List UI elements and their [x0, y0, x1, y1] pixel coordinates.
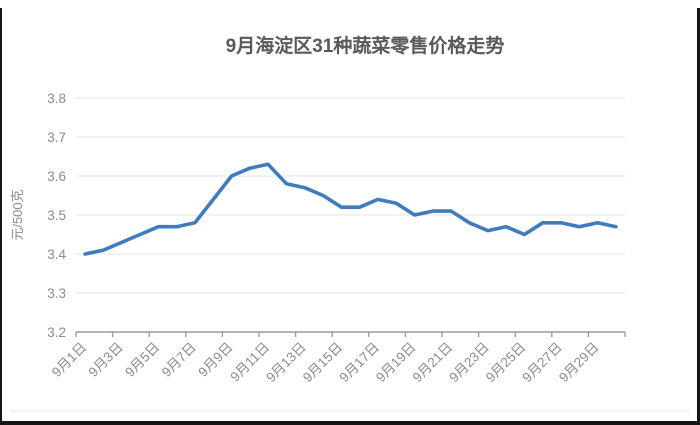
y-tick-label: 3.4	[47, 247, 66, 262]
y-tick-label: 3.6	[47, 169, 66, 184]
y-tick-label: 3.3	[47, 286, 66, 301]
x-tick-label: 9月23日	[446, 340, 492, 386]
y-tick-label: 3.2	[47, 325, 66, 340]
x-tick-label: 9月25日	[483, 340, 529, 386]
x-tick-label: 9月13日	[263, 340, 309, 386]
chart-title: 9月海淀区31种蔬菜零售价格走势	[226, 34, 505, 57]
x-tick-label: 9月1日	[49, 340, 89, 380]
x-tick-label: 9月3日	[86, 340, 126, 380]
x-axis-tick-labels: 9月1日9月3日9月5日9月7日9月9日9月11日9月13日9月15日9月17日…	[49, 340, 602, 386]
x-tick-label: 9月7日	[159, 340, 199, 380]
x-tick-label: 9月29日	[556, 340, 602, 386]
y-axis-title: 元/500克	[10, 189, 25, 240]
x-tick-label: 9月21日	[410, 340, 456, 386]
x-tick-label: 9月19日	[373, 340, 419, 386]
x-tick-label: 9月27日	[519, 340, 565, 386]
y-tick-label: 3.7	[47, 130, 66, 145]
gridlines	[76, 97, 625, 333]
y-tick-label: 3.5	[47, 208, 66, 223]
y-tick-label: 3.8	[47, 91, 66, 106]
x-tick-label: 9月15日	[300, 340, 346, 386]
x-axis	[75, 332, 626, 337]
x-tick-label: 9月5日	[122, 340, 162, 380]
x-tick-label: 9月17日	[336, 340, 382, 386]
price-line-series	[83, 162, 618, 256]
y-axis-tick-labels: 3.2 3.3 3.4 3.5 3.6 3.7 3.8	[47, 91, 66, 340]
